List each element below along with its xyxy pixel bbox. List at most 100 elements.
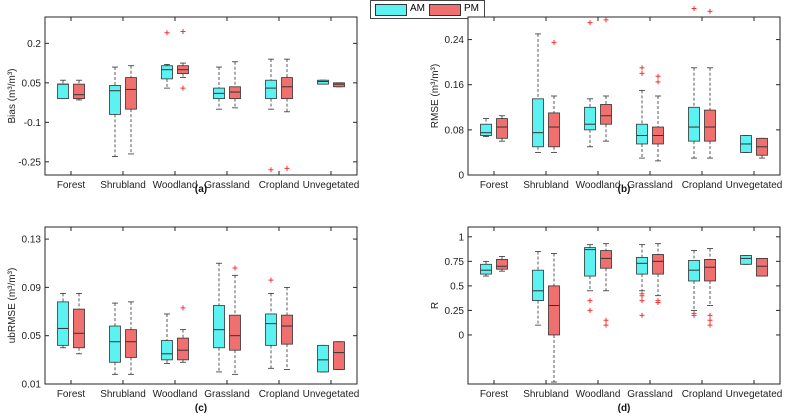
box-am [213,305,225,349]
box-pm [281,314,293,345]
legend-swatch-am [375,4,407,16]
x-tick-label: Unvegetated [303,180,360,191]
x-tick-label: Forest [480,180,509,191]
plot-area [44,226,358,385]
y-tick-label: 0.5 [450,281,464,292]
box-pm [704,109,716,142]
y-tick-label: 0.25 [445,306,465,317]
outlier-marker [691,312,697,318]
x-tick-label: Grassland [204,389,250,400]
x-tick-label: Woodland [576,389,621,400]
outlier-marker [707,8,713,14]
box-am [161,340,173,361]
outlier-marker [232,265,238,271]
outlier-marker [603,17,609,23]
outlier-marker [603,322,609,328]
y-tick-label: 0.09 [22,283,42,294]
outlier-marker [551,39,557,45]
box-am [532,98,544,148]
outlier-marker [707,312,713,318]
box-am [480,123,492,136]
plot-area [467,226,781,385]
outlier-marker [639,293,645,299]
chart-panel-3: 0.01 0.05 0.09 0.13 Forest Shrubland Woodland G… [7,226,360,414]
box-am [317,79,329,85]
box-pm [600,250,612,269]
x-tick-label: Forest [57,389,86,400]
x-tick-label: Grassland [627,180,673,191]
box-am [636,257,648,275]
y-axis-label: ubRMSE (m³/m³) [7,268,18,344]
box-am [109,85,121,115]
outlier-marker [655,79,661,85]
panel-label: (b) [618,184,631,195]
x-tick-label: Cropland [682,389,723,400]
box-pm [73,308,85,349]
y-tick-label: 0.16 [445,80,465,91]
chart-panel-4: 0 0.25 0.5 0.75 1 Forest Shrubland Woodland Gras… [430,226,783,414]
box-am [161,65,173,80]
outlier-marker [180,85,186,91]
outlier-marker [284,165,290,171]
box-am [584,247,596,277]
outlier-marker [164,30,170,36]
legend-swatch-pm [429,4,461,16]
box-pm [281,77,293,100]
y-tick-label: 0.24 [445,35,465,46]
box-pm [756,257,768,277]
x-tick-label: Forest [480,389,509,400]
box-pm [652,254,664,275]
outlier-marker [180,28,186,34]
outlier-marker [639,65,645,71]
outlier-marker [180,305,186,311]
box-am [636,123,648,145]
x-tick-label: Cropland [259,389,300,400]
x-tick-label: Forest [57,180,86,191]
box-pm [333,341,345,370]
x-tick-label: Shrubland [523,389,569,400]
y-tick-label: 0.05 [22,78,42,89]
y-tick-label: 1 [458,232,464,243]
outlier-marker [691,6,697,12]
box-pm [548,285,560,336]
y-tick-label: 0.75 [445,257,465,268]
outlier-marker [639,70,645,76]
panel-label: (d) [618,403,631,414]
outlier-marker [587,307,593,313]
x-tick-label: Cropland [682,180,723,191]
chart-panel-1: -0.25 -0.1 0.05 0.2 Forest Shrubland Woodland G… [7,16,360,195]
legend-label-am: AM [410,3,425,14]
box-pm [229,314,241,351]
box-pm [548,112,560,148]
box-pm [496,258,508,270]
y-tick-label: 0.2 [27,39,41,50]
outlier-marker [268,167,274,173]
box-am [265,313,277,346]
box-pm [229,86,241,100]
y-tick-label: 0.08 [445,125,465,136]
panel-label: (a) [195,184,207,195]
box-am [740,255,752,265]
x-tick-label: Unvegetated [726,389,783,400]
legend-label-pm: PM [464,3,479,14]
x-tick-label: Unvegetated [726,180,783,191]
x-tick-label: Shrubland [100,389,146,400]
y-tick-label: 0 [458,171,464,182]
y-tick-label: 0.13 [22,235,42,246]
box-pm [125,329,137,358]
x-tick-label: Shrubland [523,180,569,191]
box-pm [496,118,508,139]
outlier-marker [655,300,661,306]
outlier-marker [268,277,274,283]
y-tick-label: 0.05 [22,331,42,342]
x-tick-label: Grassland [627,389,673,400]
box-pm [177,337,189,361]
x-tick-label: Shrubland [100,180,146,191]
y-axis-label: Bias (m³/m³) [7,69,18,124]
box-am [584,106,596,131]
box-am [480,263,492,275]
x-tick-label: Unvegetated [303,389,360,400]
outlier-marker [707,322,713,328]
x-tick-label: Grassland [204,180,250,191]
